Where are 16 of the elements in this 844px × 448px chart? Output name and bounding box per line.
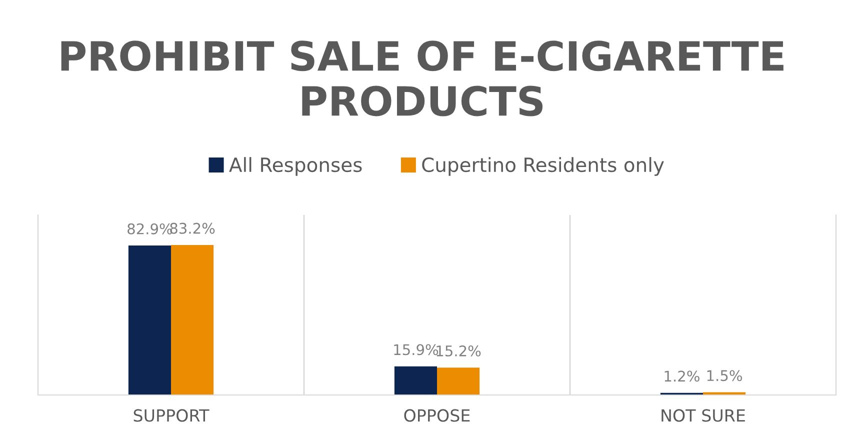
bar <box>394 366 437 395</box>
legend-label: Cupertino Residents only <box>422 157 664 176</box>
data-label: 15.9% <box>394 344 438 356</box>
bar <box>437 368 480 395</box>
bar <box>128 246 171 395</box>
bar <box>171 245 214 395</box>
x-tick-label: OPPOSE <box>404 409 470 422</box>
legend-label: All Responses <box>229 157 362 176</box>
data-label: 15.2% <box>436 345 481 356</box>
data-label: 1.5% <box>707 370 742 382</box>
data-label: 83.2% <box>170 222 215 234</box>
chart-title: PROHIBIT SALE OF E-CIGARETTE PRODUCTS <box>61 40 784 116</box>
data-label: 1.2% <box>664 370 700 382</box>
x-tick-label: NOT SURE <box>662 409 745 422</box>
x-tick-label: SUPPORT <box>134 409 210 422</box>
data-label: 82.9% <box>128 223 172 234</box>
